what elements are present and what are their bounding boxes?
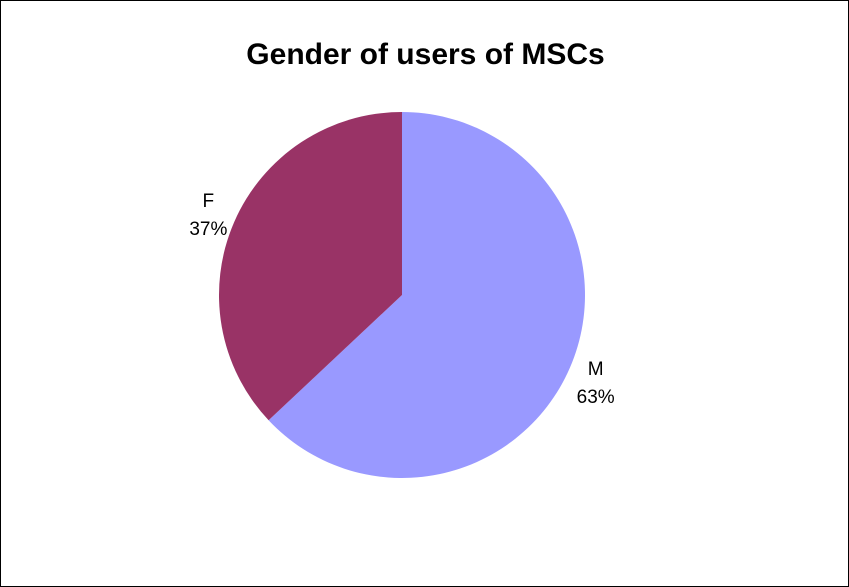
- slice-label-f: F: [203, 191, 215, 212]
- slice-percent-m: 63%: [577, 387, 615, 408]
- chart-title: Gender of users of MSCs: [246, 38, 605, 71]
- pie-slice-m: [268, 112, 585, 478]
- slice-percent-f: 37%: [189, 219, 227, 240]
- slice-label-m: M: [588, 359, 604, 380]
- pie-slice-f: [218, 112, 402, 421]
